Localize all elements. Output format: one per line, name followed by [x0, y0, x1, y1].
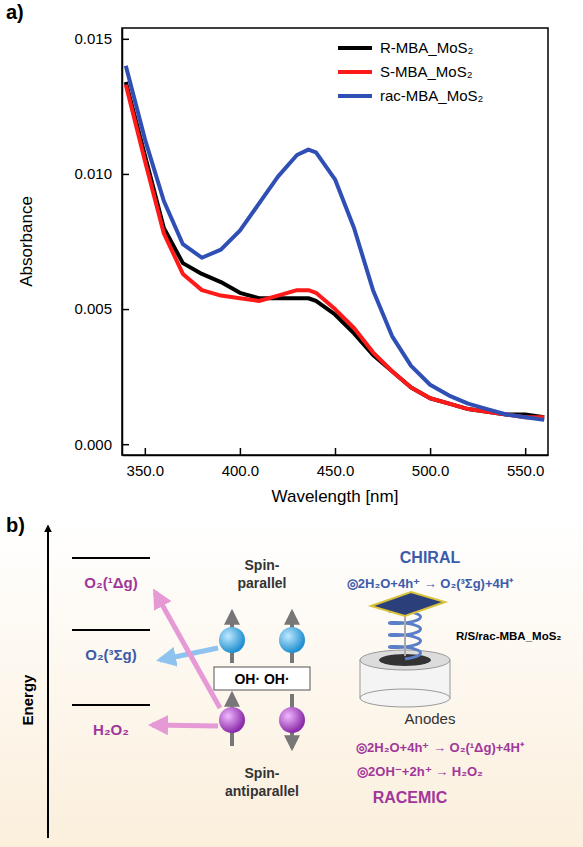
- spin-label-line: parallel: [237, 575, 286, 591]
- panel-label: b): [6, 514, 25, 536]
- energy-label: Energy: [19, 674, 36, 726]
- legend-label: R-MBA_MoS₂: [380, 39, 474, 56]
- diagram-background: [0, 520, 583, 847]
- y-tick: 0.005: [74, 300, 129, 317]
- spin-label: Spin-parallel: [237, 557, 286, 591]
- spin-sphere: [219, 627, 245, 653]
- x-tick: 500.0: [412, 448, 450, 479]
- y-tick: 0.015: [74, 30, 129, 47]
- level-label: O₂(³Σg): [85, 646, 136, 663]
- x-tick-label: 550.0: [507, 462, 545, 479]
- spin-label: Spin-antiparallel: [225, 765, 299, 799]
- level-label: O₂(¹Δg): [84, 574, 137, 591]
- x-tick-mark: [430, 448, 432, 455]
- x-tick-label: 450.0: [317, 462, 355, 479]
- series-line: [126, 85, 544, 417]
- panel-label: a): [6, 1, 24, 23]
- x-tick-label: 400.0: [222, 462, 260, 479]
- y-tick-mark: [122, 309, 129, 311]
- transition-arrow: [155, 592, 220, 708]
- y-tick: 0.000: [74, 435, 129, 452]
- radical-box: [214, 667, 310, 690]
- x-axis-title: Wavelength [nm]: [272, 487, 399, 506]
- y-tick-mark: [122, 444, 129, 446]
- x-tick: 400.0: [222, 448, 260, 479]
- x-axis: 350.0 400.0 450.0 500.0 550.0: [123, 448, 549, 479]
- x-tick: 450.0: [317, 448, 355, 479]
- x-tick-label: 350.0: [127, 462, 165, 479]
- x-tick-mark: [145, 448, 147, 455]
- racemic-equation: ◎2OH⁻+2h⁺ → H₂O₂: [357, 764, 483, 779]
- level-label: H₂O₂: [93, 721, 129, 738]
- energy-axis: [47, 526, 49, 838]
- y-tick-label: 0.015: [74, 30, 112, 47]
- legend-swatch: [338, 70, 372, 74]
- electrode-caption: Anodes: [405, 710, 456, 727]
- y-tick-label: 0.010: [74, 165, 112, 182]
- y-tick: 0.010: [74, 165, 129, 182]
- spin-sphere: [279, 627, 305, 653]
- plot-area: [126, 66, 544, 420]
- spin-label-line: Spin-: [245, 765, 280, 781]
- legend-swatch: [338, 94, 372, 98]
- electrode-bottom: [360, 689, 450, 707]
- legend-label: S-MBA_MoS₂: [380, 63, 473, 80]
- chiral-title: CHIRAL: [400, 549, 461, 566]
- y-tick-mark: [122, 174, 129, 176]
- radical-label: OH· OH·: [234, 671, 289, 687]
- figure-svg: a)350.0400.0450.0500.0550.00.0000.0050.0…: [0, 0, 583, 847]
- spin-sphere: [219, 707, 245, 733]
- y-axis-title: Absorbance: [17, 196, 36, 287]
- transition-arrow: [152, 725, 218, 726]
- spin-sphere: [279, 707, 305, 733]
- x-tick: 350.0: [127, 448, 165, 479]
- energy-level: [72, 704, 150, 706]
- racemic-title: RACEMIC: [373, 789, 448, 806]
- chiral-equation: ◎2H₂O+4h⁺ → O₂(³Σg)+4H⁺: [347, 576, 514, 591]
- mos2-sheet: [371, 592, 445, 616]
- x-tick-label: 500.0: [412, 462, 450, 479]
- legend: R-MBA_MoS₂ S-MBA_MoS₂ rac-MBA_MoS₂: [338, 39, 484, 104]
- plot-frame: [122, 28, 548, 455]
- racemic-equation: ◎2H₂O+4h⁺ → O₂(¹Δg)+4H⁺: [356, 740, 525, 755]
- x-tick: 550.0: [507, 448, 545, 479]
- y-tick-label: 0.005: [74, 300, 112, 317]
- energy-level: [72, 629, 150, 631]
- y-tick-label: 0.000: [74, 435, 112, 452]
- energy-level: [72, 557, 150, 559]
- y-axis: 0.000 0.005 0.010 0.015: [74, 29, 129, 456]
- electrode-label: R/S/rac-MBA_MoS₂: [456, 630, 561, 642]
- legend-label: rac-MBA_MoS₂: [380, 87, 484, 104]
- x-tick-mark: [240, 448, 242, 455]
- y-axis-line: [122, 29, 124, 456]
- spin-label-line: antiparallel: [225, 783, 299, 799]
- x-tick-mark: [335, 448, 337, 455]
- series-line: [126, 66, 544, 420]
- figure: a)350.0400.0450.0500.0550.00.0000.0050.0…: [0, 0, 583, 847]
- x-tick-mark: [525, 448, 527, 455]
- legend-swatch: [338, 46, 372, 50]
- y-tick-mark: [122, 39, 129, 41]
- spin-label-line: Spin-: [245, 557, 280, 573]
